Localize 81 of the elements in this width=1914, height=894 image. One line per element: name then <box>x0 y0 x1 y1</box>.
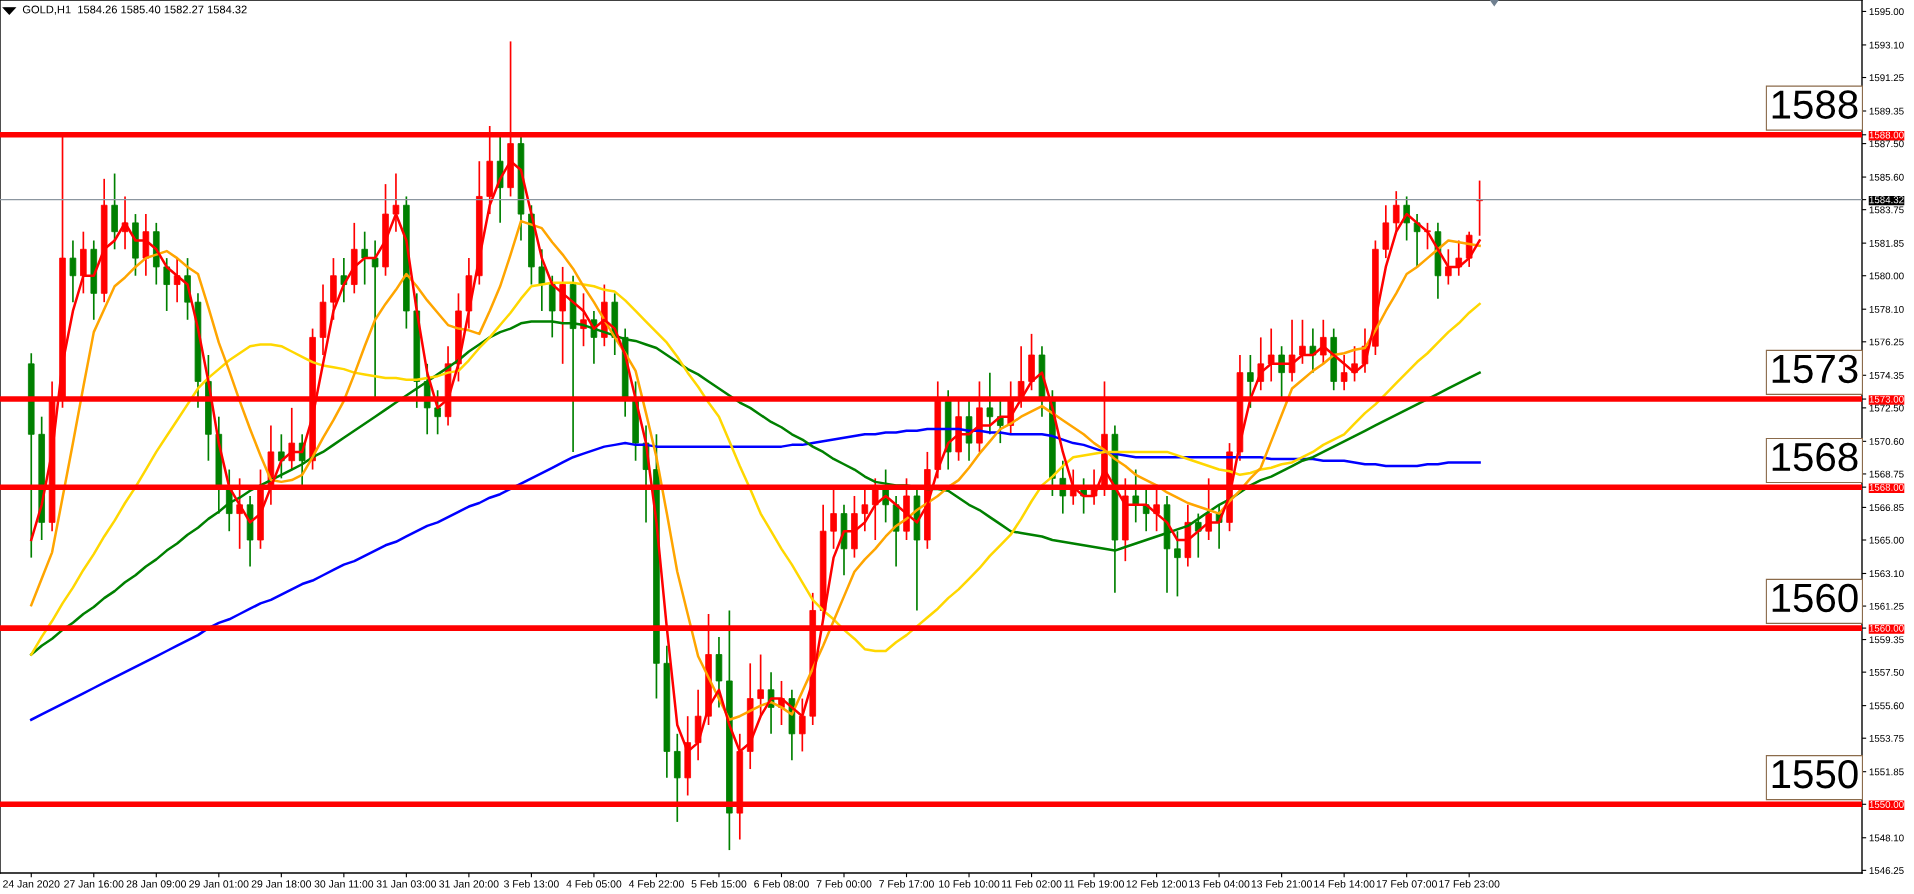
y-tick-label: 1595.00 <box>1869 8 1904 16</box>
candlestick <box>288 407 296 471</box>
x-tick-label: 30 Jan 11:00 <box>314 880 374 888</box>
y-tick-label: 1548.10 <box>1869 834 1904 842</box>
candlestick <box>1455 239 1463 277</box>
line-series <box>30 427 1481 721</box>
y-tick-label: 1550.00 <box>1869 801 1904 808</box>
candlestick <box>1132 468 1140 524</box>
x-tick-label: 27 Jan 16:00 <box>64 880 124 888</box>
y-tick-label: 1553.75 <box>1869 734 1904 742</box>
y-tick-label: 1555.60 <box>1869 702 1904 710</box>
candlestick <box>1247 354 1254 409</box>
y-tick-label: 1581.85 <box>1869 239 1904 247</box>
x-tick-label: 13 Feb 21:00 <box>1251 879 1312 888</box>
x-tick-label: 31 Jan 03:00 <box>376 880 437 888</box>
y-tick-label: 1574.35 <box>1869 372 1904 379</box>
candlestick <box>538 248 546 312</box>
y-tick-label: 1580.00 <box>1869 272 1904 280</box>
x-tick-label: 10 Feb 10:00 <box>939 879 1000 888</box>
ref-line-label: 1588 <box>1772 90 1858 119</box>
y-tick-label: 1546.25 <box>1869 867 1904 874</box>
y-tick-label: 1570.60 <box>1869 438 1904 445</box>
candlestick <box>1340 354 1348 392</box>
x-tick-label: 31 Jan 20:00 <box>439 880 499 888</box>
x-tick-label: 11 Feb 19:00 <box>1064 879 1124 888</box>
y-tick-label: 1576.25 <box>1869 338 1904 346</box>
candlestick <box>1320 318 1327 365</box>
candlestick <box>1445 248 1452 286</box>
x-tick-label: 4 Feb 05:00 <box>566 879 622 888</box>
y-tick-label: 1578.10 <box>1869 305 1904 313</box>
ref-line-label: 1573 <box>1772 354 1858 384</box>
ref-line-label: 1550 <box>1772 759 1858 789</box>
y-tick-label: 1588.00 <box>1869 131 1904 139</box>
x-tick-label: 7 Feb 00:00 <box>816 879 872 888</box>
y-tick-label: 1566.85 <box>1869 504 1904 512</box>
x-tick-label: 11 Feb 02:00 <box>1002 879 1062 888</box>
y-tick-label: 1583.75 <box>1869 206 1904 214</box>
y-tick-label: 1563.10 <box>1869 570 1904 578</box>
x-tick-label: 12 Feb 12:00 <box>1126 879 1187 888</box>
candlestick <box>1288 318 1296 383</box>
line-series <box>30 219 1481 721</box>
x-tick-label: 5 Feb 15:00 <box>691 879 747 888</box>
candlestick <box>69 239 77 303</box>
x-tick-label: 29 Jan 18:00 <box>251 880 312 888</box>
x-tick-label: 14 Feb 14:00 <box>1314 879 1375 888</box>
candlestick <box>1299 318 1306 365</box>
x-tick-label: 28 Jan 09:00 <box>126 880 187 888</box>
candlestick <box>1174 530 1181 598</box>
candlestick <box>392 172 400 233</box>
x-tick-label: 6 Feb 08:00 <box>754 879 809 888</box>
x-tick-label: 17 Feb 23:00 <box>1439 879 1500 888</box>
y-tick-label: 1568.00 <box>1869 483 1904 491</box>
y-tick-label: 1568.75 <box>1869 470 1904 478</box>
x-tick-label: 17 Feb 07:00 <box>1376 879 1437 888</box>
y-tick-label: 1572.50 <box>1869 404 1904 412</box>
y-tick-label: 1591.25 <box>1869 74 1904 82</box>
ref-line-label: 1568 <box>1772 442 1858 472</box>
x-tick-label: 7 Feb 17:00 <box>879 879 934 888</box>
ref-line-label: 1560 <box>1772 583 1858 613</box>
x-tick-label: 4 Feb 22:00 <box>628 879 684 888</box>
chart-title: GOLD,H1 1584.26 1585.40 1582.27 1584.32 <box>22 5 247 15</box>
x-tick-label: 3 Feb 13:00 <box>504 879 559 888</box>
candlestick <box>1267 327 1275 383</box>
y-tick-label: 1557.50 <box>1869 668 1904 676</box>
y-tick-label: 1589.35 <box>1869 107 1904 115</box>
y-tick-label: 1587.50 <box>1869 140 1904 148</box>
y-tick-label: 1573.00 <box>1869 395 1904 403</box>
candlestick <box>1392 190 1400 233</box>
y-tick-label: 1559.35 <box>1869 636 1904 644</box>
y-tick-label: 1585.60 <box>1869 173 1904 181</box>
candlestick <box>361 230 368 286</box>
y-tick-label: 1561.25 <box>1869 602 1904 610</box>
x-tick-label: 13 Feb 04:00 <box>1189 879 1250 888</box>
y-tick-label: 1560.00 <box>1869 624 1904 632</box>
x-tick-label: 29 Jan 01:00 <box>189 880 249 888</box>
y-tick-label: 1584.32 <box>1869 196 1904 204</box>
y-tick-label: 1593.10 <box>1869 41 1904 49</box>
y-tick-label: 1551.85 <box>1869 768 1904 776</box>
x-tick-label: 24 Jan 2020 <box>3 880 60 888</box>
candlestick <box>163 257 170 312</box>
y-tick-label: 1565.00 <box>1869 536 1904 544</box>
